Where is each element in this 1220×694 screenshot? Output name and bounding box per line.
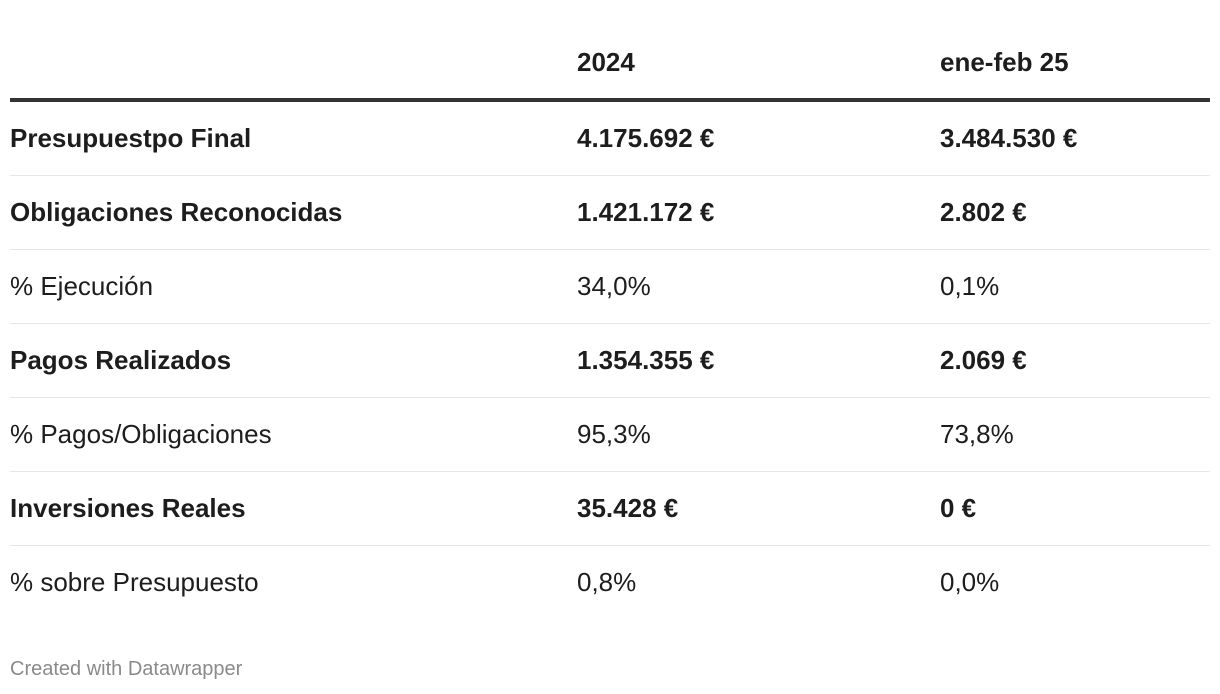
row-label: Obligaciones Reconocidas bbox=[10, 197, 343, 227]
row-label: Presupuestpo Final bbox=[10, 123, 252, 153]
row-label: % sobre Presupuesto bbox=[10, 567, 259, 597]
cell: 0,8% bbox=[577, 567, 637, 597]
row-label: Pagos Realizados bbox=[10, 345, 232, 375]
cell: 2.802 € bbox=[940, 197, 1027, 227]
row: % Ejecución 34,0% 0,1% bbox=[10, 250, 1210, 324]
header-cell: 2024 bbox=[577, 46, 635, 77]
cell: 0 € bbox=[940, 493, 977, 523]
cell: 35.428 € bbox=[577, 493, 679, 523]
cell: 0,0% bbox=[940, 567, 1000, 597]
cell: 73,8% bbox=[940, 419, 1014, 449]
cell: 1.421.172 € bbox=[577, 197, 715, 227]
header-row: 2024 ene-feb 25 bbox=[10, 26, 1210, 102]
row: Presupuestpo Final 4.175.692 € 3.484.530 € bbox=[10, 102, 1210, 176]
cell: 1.354.355 € bbox=[577, 345, 715, 375]
row: % Pagos/Obligaciones 95,3% 73,8% bbox=[10, 398, 1210, 472]
row: Pagos Realizados 1.354.355 € 2.069 € bbox=[10, 324, 1210, 398]
row-label: Inversiones Reales bbox=[10, 493, 246, 523]
footer: Created with Datawrapper bbox=[10, 658, 243, 680]
row-label: % Pagos/Obligaciones bbox=[10, 419, 272, 449]
row-label: % Ejecución bbox=[10, 271, 154, 301]
cell: 2.069 € bbox=[940, 345, 1027, 375]
cell: 0,1% bbox=[940, 271, 1000, 301]
cell: 34,0% bbox=[577, 271, 651, 301]
row: Inversiones Reales 35.428 € 0 € bbox=[10, 472, 1210, 546]
cell: 3.484.530 € bbox=[940, 123, 1078, 153]
row: Obligaciones Reconocidas 1.421.172 € 2.802… bbox=[10, 176, 1210, 250]
cell: 95,3% bbox=[577, 419, 651, 449]
cell: 4.175.692 € bbox=[577, 123, 715, 153]
header-cell: ene-feb 25 bbox=[940, 46, 1069, 77]
row: % sobre Presupuesto 0,8% 0,0% bbox=[10, 546, 1210, 619]
table: 2024 ene-feb 25 Presupuestpo Final 4.175.… bbox=[10, 26, 1210, 619]
